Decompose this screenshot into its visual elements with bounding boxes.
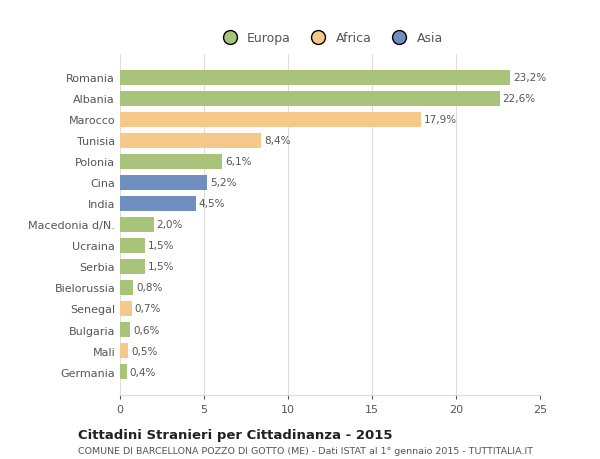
Text: 23,2%: 23,2% bbox=[513, 73, 546, 83]
Text: 0,6%: 0,6% bbox=[133, 325, 160, 335]
Bar bbox=[120, 322, 130, 337]
Bar bbox=[120, 364, 127, 379]
Bar bbox=[120, 175, 208, 190]
Text: 2,0%: 2,0% bbox=[157, 220, 183, 230]
Bar bbox=[120, 343, 128, 358]
Text: 22,6%: 22,6% bbox=[503, 94, 536, 104]
Text: 0,5%: 0,5% bbox=[131, 346, 158, 356]
Text: COMUNE DI BARCELLONA POZZO DI GOTTO (ME) - Dati ISTAT al 1° gennaio 2015 - TUTTI: COMUNE DI BARCELLONA POZZO DI GOTTO (ME)… bbox=[78, 446, 533, 455]
Bar bbox=[120, 238, 145, 253]
Text: 17,9%: 17,9% bbox=[424, 115, 457, 125]
Bar bbox=[120, 154, 223, 169]
Text: 8,4%: 8,4% bbox=[264, 136, 290, 146]
Text: 0,8%: 0,8% bbox=[136, 283, 163, 293]
Text: 0,7%: 0,7% bbox=[135, 304, 161, 314]
Bar bbox=[120, 280, 133, 296]
Bar bbox=[120, 301, 132, 316]
Bar bbox=[120, 134, 261, 149]
Text: 1,5%: 1,5% bbox=[148, 262, 175, 272]
Text: 4,5%: 4,5% bbox=[199, 199, 225, 209]
Text: Cittadini Stranieri per Cittadinanza - 2015: Cittadini Stranieri per Cittadinanza - 2… bbox=[78, 428, 392, 441]
Text: 0,4%: 0,4% bbox=[130, 367, 156, 377]
Text: 5,2%: 5,2% bbox=[211, 178, 237, 188]
Legend: Europa, Africa, Asia: Europa, Africa, Asia bbox=[212, 28, 448, 50]
Text: 6,1%: 6,1% bbox=[226, 157, 252, 167]
Bar bbox=[120, 112, 421, 128]
Bar bbox=[120, 71, 510, 86]
Bar bbox=[120, 91, 500, 106]
Text: 1,5%: 1,5% bbox=[148, 241, 175, 251]
Bar bbox=[120, 196, 196, 212]
Bar bbox=[120, 259, 145, 274]
Bar bbox=[120, 218, 154, 232]
